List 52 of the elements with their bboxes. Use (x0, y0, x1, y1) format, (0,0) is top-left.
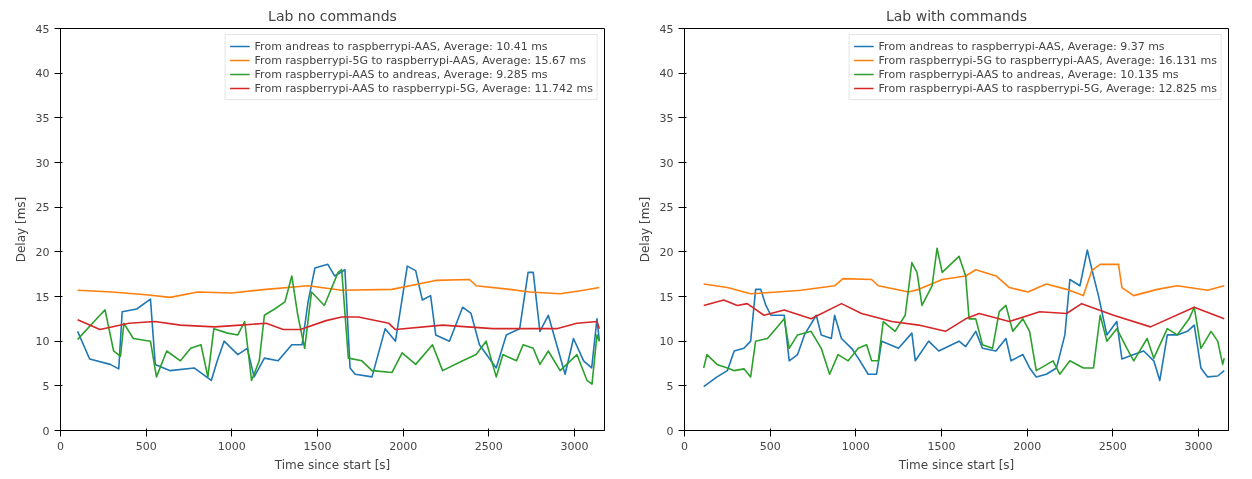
legend-label: From raspberrypi-AAS to andreas, Average: 9.285 ms (254, 67, 548, 81)
x-tick-label: 0 (681, 439, 688, 453)
y-tick-label: 5 (42, 379, 50, 393)
chart-title: Lab with commands (885, 7, 1028, 24)
legend-label: From raspberrypi-AAS to andreas, Average: 10.135 ms (878, 67, 1179, 81)
y-tick-label: 0 (666, 424, 674, 438)
y-tick-label: 0 (42, 424, 50, 438)
y-tick-label: 30 (35, 156, 50, 170)
x-tick-label: 3000 (1184, 439, 1213, 453)
y-tick-label: 40 (35, 67, 50, 81)
legend-label: From andreas to raspberrypi-AAS, Average: 10.41 ms (254, 39, 548, 53)
x-tick-label: 0 (57, 439, 64, 453)
line-series (76, 316, 601, 331)
y-tick-label: 15 (35, 290, 50, 304)
legend-label: From raspberrypi-AAS to raspberrypi-5G, Average: 11.742 ms (254, 81, 593, 95)
y-tick-label: 40 (659, 67, 674, 81)
y-tick-label: 10 (659, 335, 674, 349)
x-tick-label: 1500 (303, 439, 332, 453)
y-tick-label: 25 (35, 201, 50, 215)
x-tick-label: 3000 (560, 439, 589, 453)
chart-title: Lab no commands (268, 7, 397, 24)
x-tick-label: 1000 (217, 439, 246, 453)
y-tick-label: 20 (35, 245, 50, 259)
y-tick-label: 45 (35, 22, 50, 36)
y-tick-label: 35 (35, 111, 50, 125)
x-tick-label: 1000 (841, 439, 870, 453)
y-tick-label: 5 (666, 379, 674, 393)
legend-label: From raspberrypi-5G to raspberrypi-AAS, Average: 16.131 ms (878, 53, 1217, 67)
legend-label: From andreas to raspberrypi-AAS, Average: 9.37 ms (878, 39, 1165, 53)
x-axis-title: Time since start [s] (273, 457, 391, 472)
y-tick-label: 25 (659, 201, 674, 215)
y-tick-label: 30 (659, 156, 674, 170)
x-tick-label: 1500 (927, 439, 956, 453)
y-tick-label: 45 (659, 22, 674, 36)
y-tick-label: 10 (35, 335, 50, 349)
x-tick-label: 2500 (474, 439, 503, 453)
y-axis-title: Delay [ms] (13, 196, 28, 263)
x-tick-label: 500 (135, 439, 157, 453)
x-tick-label: 2000 (389, 439, 418, 453)
line-series (702, 263, 1226, 297)
line-series (702, 299, 1226, 333)
legend-label: From raspberrypi-5G to raspberrypi-AAS, Average: 15.67 ms (254, 53, 586, 67)
y-tick-label: 20 (659, 245, 674, 259)
x-axis-title: Time since start [s] (897, 457, 1015, 472)
x-tick-label: 2500 (1098, 439, 1127, 453)
x-tick-label: 500 (759, 439, 781, 453)
x-tick-label: 2000 (1013, 439, 1042, 453)
y-tick-label: 15 (659, 290, 674, 304)
y-axis-title: Delay [ms] (637, 196, 652, 263)
line-series (76, 278, 601, 299)
legend-label: From raspberrypi-AAS to raspberrypi-5G, Average: 12.825 ms (878, 81, 1217, 95)
y-tick-label: 35 (659, 111, 674, 125)
